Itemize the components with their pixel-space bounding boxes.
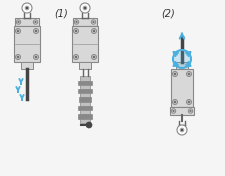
Bar [79,62,91,69]
Circle shape [171,109,176,113]
Bar [80,102,90,106]
Circle shape [187,71,191,77]
Bar [80,110,90,114]
Bar [15,18,39,26]
Circle shape [92,55,97,59]
Bar [171,69,193,107]
Circle shape [188,101,190,103]
Circle shape [187,99,191,105]
Circle shape [180,128,184,132]
Circle shape [16,29,20,33]
Circle shape [181,129,183,131]
Bar [78,114,92,119]
Bar [72,26,98,62]
Circle shape [80,3,90,13]
Circle shape [173,50,191,68]
Circle shape [174,73,176,75]
Circle shape [16,20,21,24]
Text: (1): (1) [54,8,68,18]
Circle shape [190,110,191,112]
Circle shape [25,6,29,10]
Circle shape [86,122,92,128]
Bar [80,76,90,81]
Circle shape [173,110,174,112]
Bar [21,62,33,69]
Circle shape [18,21,19,23]
Text: (2): (2) [161,8,175,18]
Circle shape [174,101,176,103]
Circle shape [17,30,19,32]
Circle shape [34,55,38,59]
Circle shape [177,125,187,135]
Bar [79,97,91,102]
Circle shape [188,109,193,113]
Bar [170,107,194,115]
Circle shape [17,56,19,58]
Circle shape [26,7,28,9]
Circle shape [22,3,32,13]
Circle shape [74,55,79,59]
Circle shape [188,73,190,75]
Bar [80,93,90,97]
Circle shape [75,30,77,32]
Circle shape [93,21,94,23]
Bar [78,106,92,110]
Bar [78,81,92,85]
Circle shape [76,21,77,23]
Circle shape [33,20,38,24]
Bar [80,119,90,123]
Circle shape [173,99,178,105]
Circle shape [83,6,87,10]
Circle shape [93,56,95,58]
Bar [73,18,97,26]
Circle shape [91,20,96,24]
Circle shape [173,71,178,77]
Circle shape [74,20,79,24]
Bar [78,89,92,93]
Circle shape [35,21,36,23]
Circle shape [16,55,20,59]
Bar [80,85,90,89]
Circle shape [84,7,86,9]
Circle shape [93,30,95,32]
Circle shape [34,29,38,33]
Circle shape [35,30,37,32]
Circle shape [74,29,79,33]
Bar [176,62,188,69]
Bar [14,26,40,62]
Circle shape [35,56,37,58]
Circle shape [75,56,77,58]
Circle shape [92,29,97,33]
